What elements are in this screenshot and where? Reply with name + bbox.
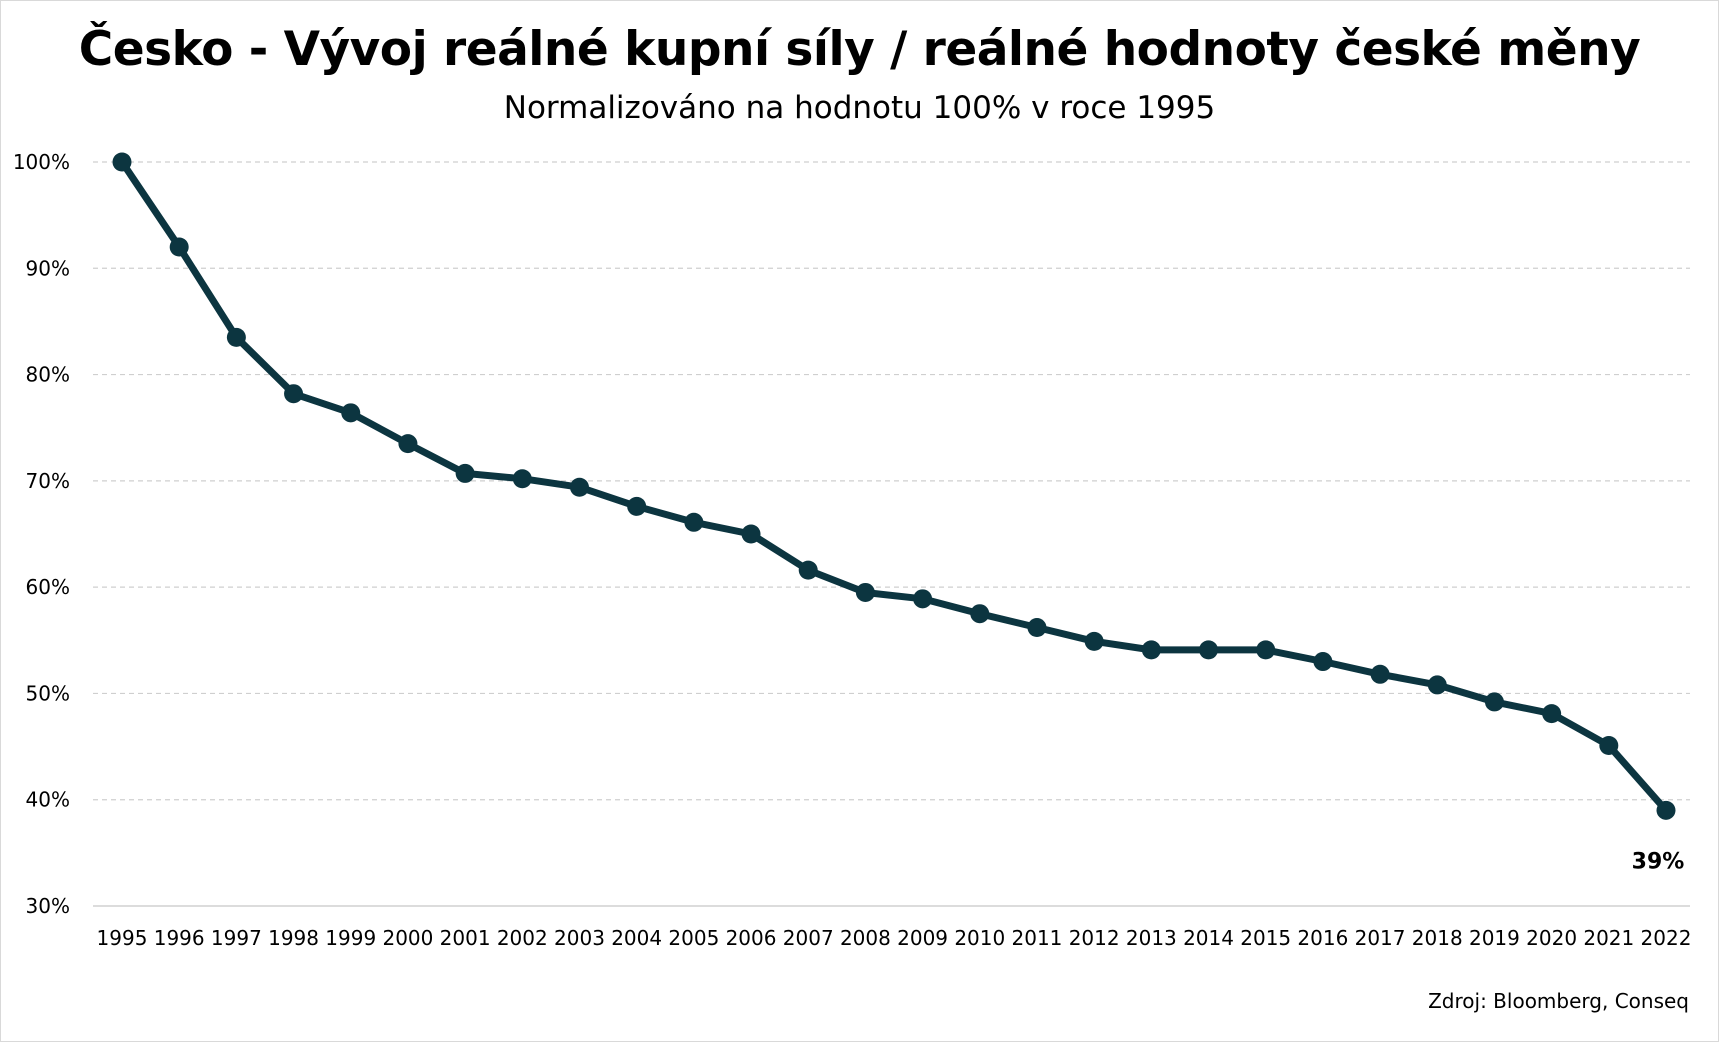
x-tick-label: 2008: [840, 926, 891, 950]
data-point: [1027, 618, 1047, 638]
data-point: [284, 384, 304, 404]
y-tick-label: 80%: [26, 363, 70, 387]
x-tick-label: 2007: [783, 926, 834, 950]
data-point: [1313, 652, 1333, 672]
x-tick-label: 2017: [1355, 926, 1406, 950]
data-point: [1599, 736, 1619, 756]
source-note: Zdroj: Bloomberg, Conseq: [1428, 989, 1689, 1013]
x-tick-label: 2016: [1297, 926, 1348, 950]
x-tick-label: 2000: [382, 926, 433, 950]
x-tick-label: 2014: [1183, 926, 1234, 950]
data-point: [1141, 640, 1161, 660]
data-point: [741, 524, 761, 544]
y-tick-label: 30%: [26, 894, 70, 918]
x-tick-label: 2020: [1526, 926, 1577, 950]
x-tick-label: 2019: [1469, 926, 1520, 950]
x-tick-label: 1997: [211, 926, 262, 950]
x-tick-label: 2005: [668, 926, 719, 950]
x-tick-label: 2018: [1412, 926, 1463, 950]
data-point: [226, 327, 246, 347]
data-point: [855, 582, 875, 602]
data-point: [1370, 664, 1390, 684]
y-tick-label: 60%: [26, 575, 70, 599]
x-tick-label: 1999: [325, 926, 376, 950]
x-tick-label: 2006: [726, 926, 777, 950]
data-point: [970, 604, 990, 624]
y-tick-label: 50%: [26, 681, 70, 705]
data-point: [341, 403, 361, 423]
data-point: [627, 496, 647, 516]
data-label: 39%: [1632, 849, 1685, 874]
series-line: [118, 158, 1670, 814]
y-axis: 100% 90% 80% 70% 60% 50% 40% 30%: [13, 150, 70, 918]
data-point: [913, 589, 933, 609]
series-group: [112, 152, 1676, 820]
x-tick-label: 1996: [154, 926, 205, 950]
x-tick-label: 1995: [97, 926, 148, 950]
data-point: [1084, 631, 1104, 651]
data-labels: 39%: [1632, 849, 1685, 874]
x-tick-label: 2011: [1012, 926, 1063, 950]
x-tick-label: 2002: [497, 926, 548, 950]
y-tick-label: 90%: [26, 256, 70, 280]
x-tick-label: 2013: [1126, 926, 1177, 950]
y-tick-label: 70%: [26, 469, 70, 493]
data-point: [512, 469, 532, 489]
x-tick-label: 2015: [1240, 926, 1291, 950]
data-point: [1427, 675, 1447, 695]
x-axis: 1995 1996 1997 1998 1999 2000 2001 2002 2003 2004…: [97, 926, 1692, 950]
x-tick-label: 2012: [1069, 926, 1120, 950]
data-point: [169, 237, 189, 257]
x-tick-label: 2021: [1583, 926, 1634, 950]
data-point: [398, 434, 418, 454]
x-tick-label: 2004: [611, 926, 662, 950]
data-point: [1484, 692, 1504, 712]
x-tick-label: 2001: [440, 926, 491, 950]
gridlines: [93, 161, 1690, 907]
data-point: [1542, 704, 1562, 724]
data-point: [1656, 800, 1676, 820]
data-point: [798, 560, 818, 580]
x-tick-label: 2022: [1641, 926, 1692, 950]
chart-title: Česko - Vývoj reálné kupní síly / reálné…: [78, 22, 1641, 77]
data-point: [569, 477, 589, 497]
data-point: [112, 152, 132, 172]
data-point: [1199, 640, 1219, 660]
x-tick-label: 2010: [954, 926, 1005, 950]
y-tick-label: 100%: [13, 150, 70, 174]
data-point: [1256, 640, 1276, 660]
x-tick-label: 1998: [268, 926, 319, 950]
data-point: [684, 512, 704, 532]
chart-subtitle: Normalizováno na hodnotu 100% v roce 199…: [503, 90, 1216, 126]
y-tick-label: 40%: [26, 788, 70, 812]
x-tick-label: 2003: [554, 926, 605, 950]
x-tick-label: 2009: [897, 926, 948, 950]
data-point: [455, 463, 475, 483]
